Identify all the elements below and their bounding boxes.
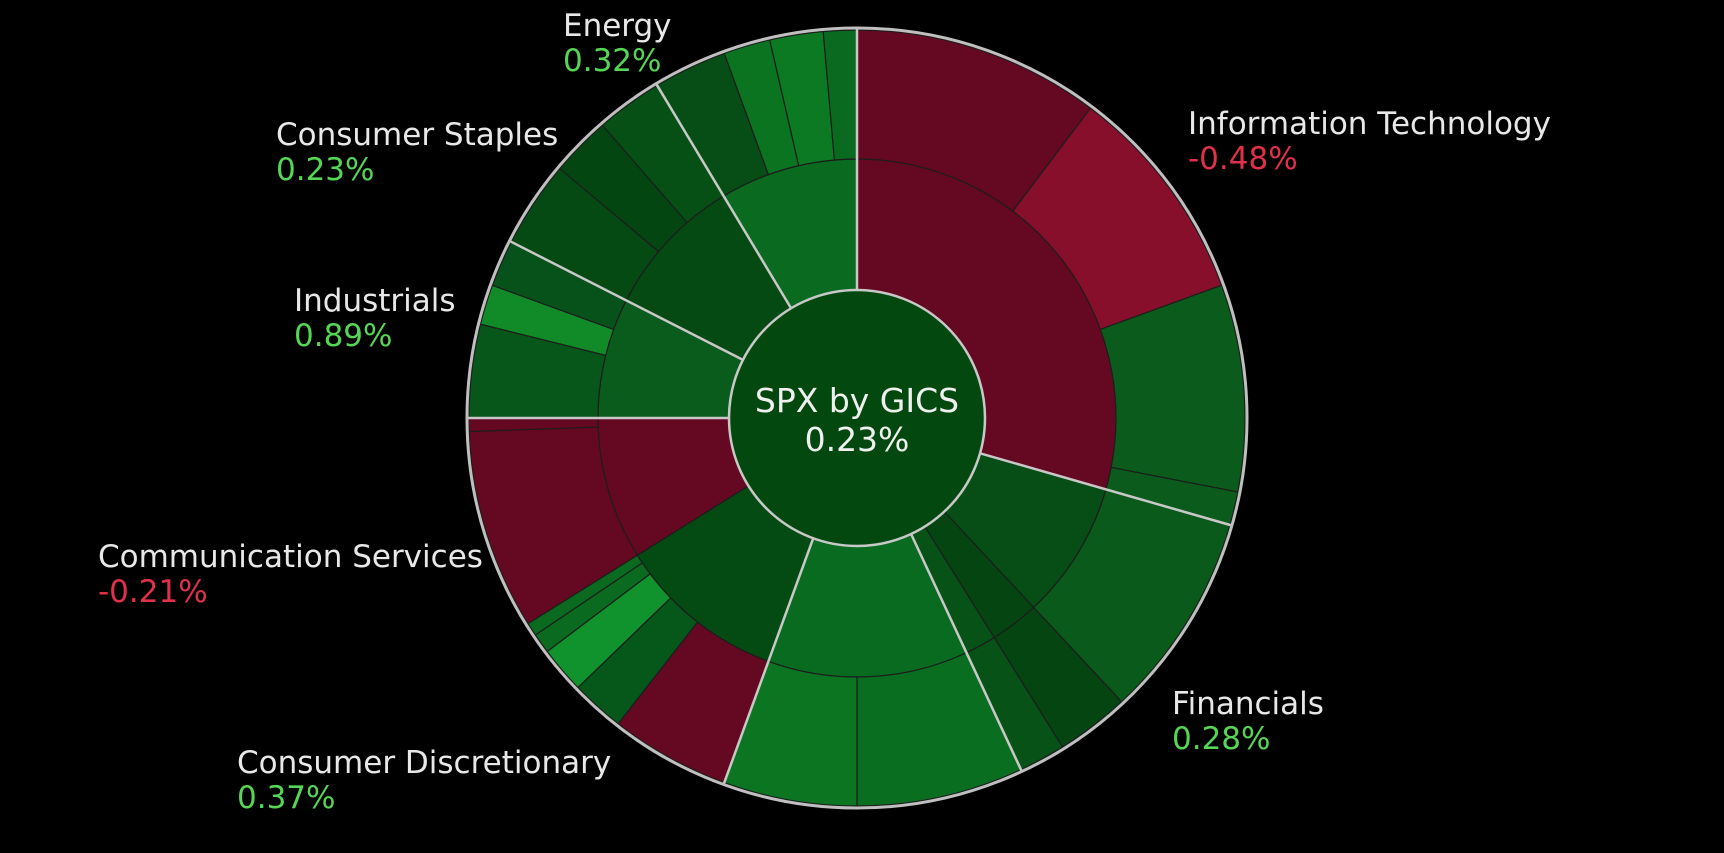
- sector-label-change: 0.37%: [237, 780, 335, 816]
- sector-boundary: [508, 239, 744, 362]
- sector-boundary: [909, 533, 1023, 772]
- sector-label-change: 0.28%: [1172, 721, 1270, 757]
- sector-label-change: -0.48%: [1188, 141, 1298, 177]
- chart-title: SPX by GICS: [755, 381, 959, 420]
- center-disc: [727, 288, 987, 548]
- sector-boundary: [979, 452, 1233, 527]
- sector-label-change: 0.89%: [294, 318, 392, 354]
- sector-label-name: Consumer Staples: [276, 117, 558, 153]
- sector-label-name: Industrials: [294, 283, 456, 319]
- sector-label-change: 0.23%: [276, 152, 374, 188]
- sector-label-name: Energy: [563, 8, 672, 44]
- chart-total-change: 0.23%: [805, 420, 910, 459]
- sector-label-change: 0.32%: [563, 43, 661, 79]
- sector-label-name: Communication Services: [98, 539, 483, 575]
- sector-labels: Information Technology-0.48%Financials0.…: [98, 8, 1551, 816]
- sector-label-change: -0.21%: [98, 574, 208, 610]
- sector-divider-lines: [467, 28, 1233, 785]
- sector-label-name: Consumer Discretionary: [237, 745, 611, 781]
- sector-label-name: Information Technology: [1188, 106, 1551, 142]
- sector-label-name: Financials: [1172, 686, 1324, 722]
- sector-boundary: [722, 537, 815, 785]
- sector-boundary: [655, 83, 793, 309]
- outer-ring: [465, 26, 1249, 810]
- sunburst-rings: [468, 29, 1246, 807]
